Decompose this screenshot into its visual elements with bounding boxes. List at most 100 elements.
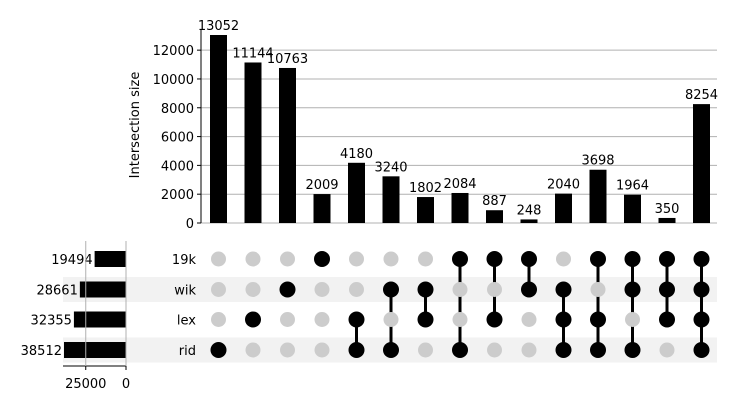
matrix-dot-active [348,311,365,328]
matrix-dot-active [693,342,710,358]
intersection-value-label: 2040 [547,178,580,193]
matrix-dot-inactive [556,251,571,267]
set-name-label: wik [174,284,196,299]
matrix-dot-active [521,281,537,298]
matrix-dot-active [452,342,468,358]
matrix-dot-active [555,342,572,358]
matrix-dot-active [590,311,606,328]
matrix-dot-inactive [280,312,295,327]
matrix-dot-inactive [590,282,606,297]
matrix-dot-inactive [245,251,261,267]
intersection-value-label: 11144 [232,46,273,61]
intersection-value-label: 2084 [443,177,476,192]
y-tick-label: 2000 [161,188,194,203]
y-tick-label: 10000 [153,73,194,88]
set-name-label: 19k [172,253,197,268]
intersection-value-label: 2009 [305,178,338,193]
matrix-dot-inactive [418,342,433,358]
matrix-dot-active [590,251,606,267]
intersection-value-label: 8254 [685,88,718,103]
matrix-dot-inactive [314,312,330,327]
set-size-bar [79,281,126,298]
matrix-dot-inactive [211,282,226,297]
set-size-bar [73,311,126,328]
matrix-dot-active [590,342,606,358]
intersection-value-label: 1964 [616,179,649,194]
intersection-bar [313,194,331,223]
matrix-dot-active [452,251,468,267]
intersection-value-label: 3240 [374,160,407,175]
intersection-bars [210,35,710,224]
membership-matrix [210,251,710,358]
matrix-dot-active [279,281,296,298]
matrix-dot-active [624,251,641,267]
matrix-dot-inactive [452,282,468,297]
intersection-bar [520,219,538,223]
intersection-bar [486,210,503,223]
set-name-label: lex [177,314,196,329]
matrix-dot-inactive [314,342,330,358]
intersection-bar [451,192,469,223]
matrix-dot-active [659,281,675,298]
matrix-dot-inactive [452,312,468,327]
intersection-value-label: 887 [482,194,507,209]
intersection-bar [555,193,572,223]
intersection-bar [244,62,262,224]
intersection-bar [658,217,676,223]
matrix-dot-active [693,281,710,298]
y-tick-label: 6000 [161,131,194,146]
matrix-dot-active [210,342,227,358]
intersection-bar [210,35,227,223]
matrix-dot-inactive [487,342,502,358]
intersection-value-label: 248 [517,203,542,218]
set-size-labels: 19494 28661 32355 38512 [21,253,93,359]
intersection-bar [693,104,710,223]
intersection-bar [589,169,607,223]
matrix-dot-active [693,311,710,328]
matrix-dot-inactive [211,312,226,327]
set-size-axis: 25000 0 [63,241,130,392]
matrix-dot-inactive [659,342,675,358]
matrix-dot-inactive [245,342,261,358]
set-name-label: rid [179,344,196,359]
matrix-dot-inactive [245,282,261,297]
intersection-value-label: 3698 [581,154,614,169]
intersection-value-label: 13052 [198,19,239,34]
matrix-dot-active [245,311,261,328]
matrix-dot-active [555,281,572,298]
set-size-label: 32355 [31,314,72,329]
intersection-bar [624,194,641,223]
set-names: 19k wik lex rid [172,253,197,359]
intersection-bar [279,67,296,223]
y-tick-label: 8000 [161,102,194,117]
matrix-dot-active [555,311,572,328]
intersection-value-label: 4180 [340,147,373,162]
matrix-dot-active [521,251,537,267]
matrix-dot-active [383,342,399,358]
matrix-dot-inactive [349,251,364,267]
matrix-dot-inactive [521,312,537,327]
matrix-dot-active [659,311,675,328]
matrix-dot-active [693,251,710,267]
y-tick-label: 4000 [161,159,194,174]
y-axis-ticks: 0 2000 4000 6000 8000 10000 12000 [153,44,201,232]
matrix-dot-inactive [349,282,364,297]
matrix-dot-inactive [211,251,226,267]
intersection-bar [382,176,400,223]
matrix-dot-inactive [280,342,295,358]
matrix-dot-active [624,342,641,358]
matrix-dot-inactive [314,282,330,297]
matrix-dot-inactive [280,251,295,267]
intersection-bar [348,162,365,223]
matrix-dot-inactive [625,312,640,327]
y-tick-label: 0 [186,217,194,232]
set-size-bar [64,342,126,358]
matrix-dot-inactive [383,251,399,267]
matrix-dot-inactive [521,342,537,358]
set-size-bar [94,251,126,267]
intersection-bar [417,197,434,223]
y-tick-label: 12000 [153,44,194,59]
set-size-label: 28661 [36,284,77,299]
